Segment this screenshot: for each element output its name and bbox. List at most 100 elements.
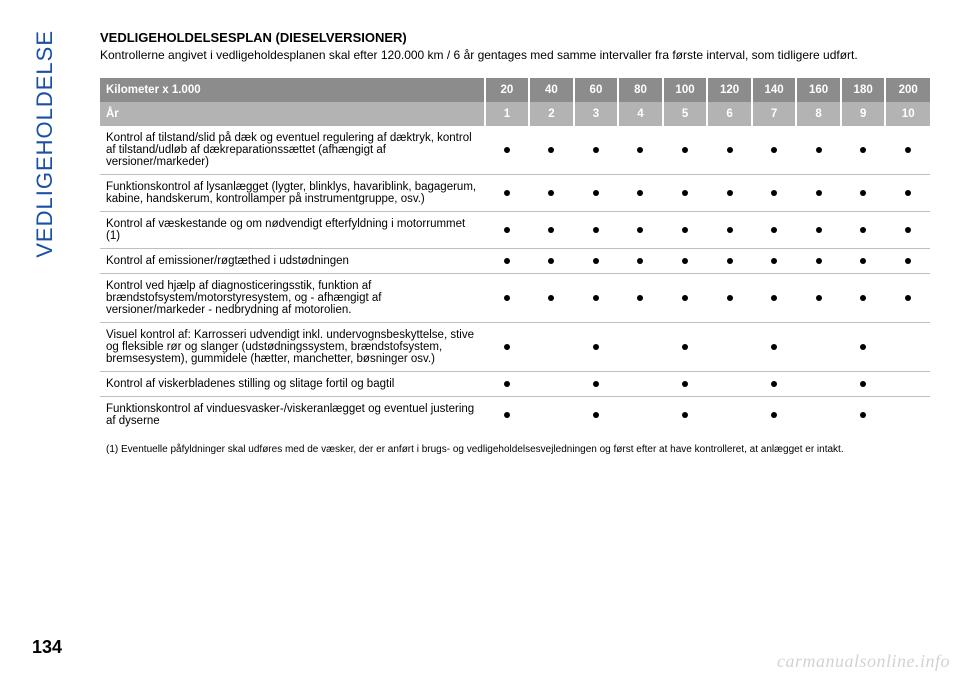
row-dot-cell bbox=[885, 322, 930, 371]
header-year-val: 9 bbox=[841, 102, 886, 126]
dot-icon bbox=[727, 258, 733, 264]
row-dot-cell bbox=[485, 322, 530, 371]
header-row-km: Kilometer x 1.000 20 40 60 80 100 120 14… bbox=[100, 78, 930, 102]
row-dot-cell bbox=[707, 126, 752, 175]
row-dot-cell bbox=[663, 322, 708, 371]
table-row: Funktionskontrol af lysanlægget (lygter,… bbox=[100, 174, 930, 211]
row-dot-cell bbox=[841, 322, 886, 371]
row-dot-cell bbox=[885, 371, 930, 396]
row-dot-cell bbox=[841, 371, 886, 396]
row-description: Funktionskontrol af lysanlægget (lygter,… bbox=[100, 174, 485, 211]
row-dot-cell bbox=[796, 211, 841, 248]
row-dot-cell bbox=[841, 211, 886, 248]
row-dot-cell bbox=[529, 396, 574, 433]
section-label: VEDLIGEHOLDELSE bbox=[32, 30, 58, 258]
header-km-val: 140 bbox=[752, 78, 797, 102]
header-row-year: År 1 2 3 4 5 6 7 8 9 10 bbox=[100, 102, 930, 126]
dot-icon bbox=[727, 190, 733, 196]
dot-icon bbox=[771, 147, 777, 153]
dot-icon bbox=[727, 147, 733, 153]
table-row: Kontrol af viskerbladenes stilling og sl… bbox=[100, 371, 930, 396]
dot-icon bbox=[860, 344, 866, 350]
row-dot-cell bbox=[485, 248, 530, 273]
header-year-val: 1 bbox=[485, 102, 530, 126]
row-dot-cell bbox=[841, 126, 886, 175]
header-year-val: 7 bbox=[752, 102, 797, 126]
row-dot-cell bbox=[618, 126, 663, 175]
row-dot-cell bbox=[885, 248, 930, 273]
dot-icon bbox=[816, 295, 822, 301]
dot-icon bbox=[593, 381, 599, 387]
dot-icon bbox=[593, 344, 599, 350]
dot-icon bbox=[593, 190, 599, 196]
dot-icon bbox=[771, 190, 777, 196]
dot-icon bbox=[816, 190, 822, 196]
row-dot-cell bbox=[618, 174, 663, 211]
dot-icon bbox=[593, 147, 599, 153]
row-description: Visuel kontrol af: Karrosseri udvendigt … bbox=[100, 322, 485, 371]
row-dot-cell bbox=[752, 273, 797, 322]
dot-icon bbox=[860, 412, 866, 418]
dot-icon bbox=[682, 344, 688, 350]
header-km-val: 120 bbox=[707, 78, 752, 102]
row-dot-cell bbox=[707, 174, 752, 211]
table-row: Kontrol ved hjælp af diagnosticeringssti… bbox=[100, 273, 930, 322]
header-year-val: 6 bbox=[707, 102, 752, 126]
header-km-val: 200 bbox=[885, 78, 930, 102]
row-dot-cell bbox=[618, 371, 663, 396]
row-dot-cell bbox=[485, 273, 530, 322]
row-dot-cell bbox=[752, 174, 797, 211]
row-dot-cell bbox=[707, 371, 752, 396]
dot-icon bbox=[771, 344, 777, 350]
row-dot-cell bbox=[529, 248, 574, 273]
dot-icon bbox=[593, 258, 599, 264]
row-dot-cell bbox=[529, 273, 574, 322]
row-dot-cell bbox=[663, 174, 708, 211]
row-dot-cell bbox=[485, 174, 530, 211]
dot-icon bbox=[504, 381, 510, 387]
dot-icon bbox=[504, 147, 510, 153]
dot-icon bbox=[860, 295, 866, 301]
page-number: 134 bbox=[32, 637, 62, 658]
row-description: Kontrol af tilstand/slid på dæk og event… bbox=[100, 126, 485, 175]
footnote: (1) Eventuelle påfyldninger skal udføres… bbox=[112, 443, 930, 456]
table-row: Visuel kontrol af: Karrosseri udvendigt … bbox=[100, 322, 930, 371]
header-km-val: 80 bbox=[618, 78, 663, 102]
dot-icon bbox=[727, 227, 733, 233]
dot-icon bbox=[860, 227, 866, 233]
row-dot-cell bbox=[663, 211, 708, 248]
row-dot-cell bbox=[707, 211, 752, 248]
dot-icon bbox=[682, 190, 688, 196]
dot-icon bbox=[905, 190, 911, 196]
row-dot-cell bbox=[796, 174, 841, 211]
dot-icon bbox=[504, 190, 510, 196]
row-dot-cell bbox=[618, 248, 663, 273]
watermark: carmanualsonline.info bbox=[777, 651, 950, 672]
row-dot-cell bbox=[485, 126, 530, 175]
intro-text: Kontrollerne angivet i vedligeholdesplan… bbox=[100, 47, 930, 64]
row-dot-cell bbox=[796, 248, 841, 273]
row-dot-cell bbox=[529, 322, 574, 371]
dot-icon bbox=[860, 147, 866, 153]
row-dot-cell bbox=[796, 126, 841, 175]
dot-icon bbox=[905, 147, 911, 153]
dot-icon bbox=[771, 295, 777, 301]
row-dot-cell bbox=[796, 273, 841, 322]
row-dot-cell bbox=[885, 396, 930, 433]
row-dot-cell bbox=[663, 371, 708, 396]
main-content: VEDLIGEHOLDELSESPLAN (DIESELVERSIONER) K… bbox=[100, 30, 930, 456]
dot-icon bbox=[593, 295, 599, 301]
row-dot-cell bbox=[618, 211, 663, 248]
row-dot-cell bbox=[796, 322, 841, 371]
row-dot-cell bbox=[707, 273, 752, 322]
dot-icon bbox=[682, 381, 688, 387]
row-dot-cell bbox=[574, 396, 619, 433]
dot-icon bbox=[682, 295, 688, 301]
row-dot-cell bbox=[796, 396, 841, 433]
page-title: VEDLIGEHOLDELSESPLAN (DIESELVERSIONER) bbox=[100, 30, 930, 45]
dot-icon bbox=[548, 190, 554, 196]
row-dot-cell bbox=[529, 126, 574, 175]
row-dot-cell bbox=[752, 396, 797, 433]
dot-icon bbox=[504, 412, 510, 418]
header-year-val: 10 bbox=[885, 102, 930, 126]
